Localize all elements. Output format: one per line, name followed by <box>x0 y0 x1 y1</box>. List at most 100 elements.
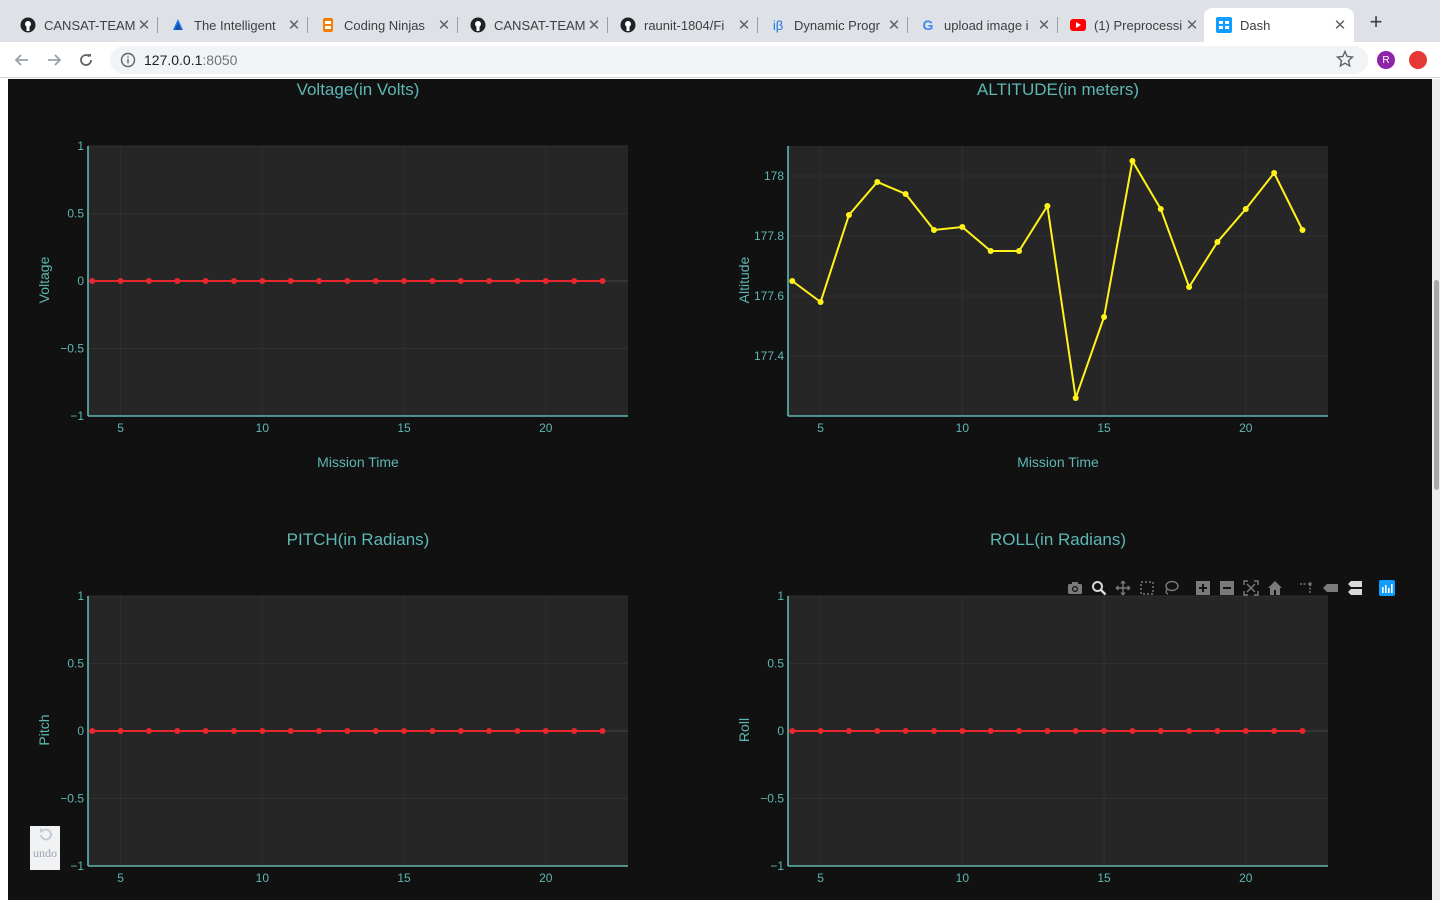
data-point[interactable] <box>117 728 124 734</box>
data-point[interactable] <box>145 728 152 734</box>
profile-avatar[interactable]: R <box>1377 51 1395 69</box>
data-point[interactable] <box>987 248 994 254</box>
data-point[interactable] <box>542 728 549 734</box>
data-point[interactable] <box>230 728 237 734</box>
data-point[interactable] <box>89 278 96 284</box>
data-point[interactable] <box>789 278 796 284</box>
data-point[interactable] <box>1186 284 1193 290</box>
reset-axes-icon[interactable] <box>1266 579 1284 597</box>
data-point[interactable] <box>930 728 937 734</box>
data-point[interactable] <box>174 728 181 734</box>
browser-tab[interactable]: The Intelligent ✕ <box>158 8 308 42</box>
browser-tab[interactable]: iβ Dynamic Progr ✕ <box>758 8 908 42</box>
data-point[interactable] <box>599 728 606 734</box>
data-point[interactable] <box>1044 203 1051 209</box>
data-point[interactable] <box>874 179 881 185</box>
data-point[interactable] <box>174 278 181 284</box>
data-point[interactable] <box>1072 395 1079 401</box>
data-point[interactable] <box>987 728 994 734</box>
data-point[interactable] <box>259 728 266 734</box>
close-icon[interactable]: ✕ <box>437 17 451 34</box>
data-point[interactable] <box>486 278 493 284</box>
lasso-icon[interactable] <box>1162 579 1180 597</box>
data-point[interactable] <box>457 728 464 734</box>
data-point[interactable] <box>202 278 209 284</box>
browser-tab[interactable]: raunit-1804/Fi ✕ <box>608 8 758 42</box>
new-tab-button[interactable]: + <box>1369 9 1383 34</box>
data-point[interactable] <box>1214 239 1221 245</box>
zoom-in-icon[interactable] <box>1194 579 1212 597</box>
data-point[interactable] <box>486 728 493 734</box>
data-point[interactable] <box>145 278 152 284</box>
data-point[interactable] <box>902 191 909 197</box>
close-icon[interactable]: ✕ <box>887 17 901 34</box>
pan-icon[interactable] <box>1114 579 1132 597</box>
data-point[interactable] <box>202 728 209 734</box>
browser-tab[interactable]: Coding Ninjas ✕ <box>308 8 458 42</box>
data-point[interactable] <box>930 227 937 233</box>
spike-lines-icon[interactable] <box>1298 579 1316 597</box>
data-point[interactable] <box>344 728 351 734</box>
scrollbar-thumb[interactable] <box>1434 280 1439 490</box>
browser-tab[interactable]: CANSAT-TEAM ✕ <box>458 8 608 42</box>
data-point[interactable] <box>1186 728 1193 734</box>
data-point[interactable] <box>287 278 294 284</box>
zoom-out-icon[interactable] <box>1218 579 1236 597</box>
browser-tab[interactable]: G upload image i ✕ <box>908 8 1058 42</box>
autoscale-icon[interactable] <box>1242 579 1260 597</box>
data-point[interactable] <box>372 278 379 284</box>
data-point[interactable] <box>230 278 237 284</box>
data-point[interactable] <box>817 728 824 734</box>
data-point[interactable] <box>316 278 323 284</box>
browser-tab-active[interactable]: Dash ✕ <box>1204 8 1354 42</box>
data-point[interactable] <box>599 278 606 284</box>
close-icon[interactable]: ✕ <box>1333 17 1347 34</box>
close-icon[interactable]: ✕ <box>587 17 601 34</box>
bookmark-star-icon[interactable] <box>1335 49 1356 70</box>
forward-button[interactable] <box>44 50 64 70</box>
data-point[interactable] <box>874 728 881 734</box>
data-point[interactable] <box>1157 206 1164 212</box>
close-icon[interactable]: ✕ <box>1037 17 1051 34</box>
data-point[interactable] <box>1299 227 1306 233</box>
data-point[interactable] <box>1242 206 1249 212</box>
data-point[interactable] <box>902 728 909 734</box>
data-point[interactable] <box>845 212 852 218</box>
data-point[interactable] <box>401 278 408 284</box>
back-button[interactable] <box>12 50 32 70</box>
close-icon[interactable]: ✕ <box>1185 17 1199 34</box>
data-point[interactable] <box>571 278 578 284</box>
data-point[interactable] <box>1101 314 1108 320</box>
data-point[interactable] <box>1157 728 1164 734</box>
info-icon[interactable] <box>120 52 136 68</box>
data-point[interactable] <box>1016 248 1023 254</box>
data-point[interactable] <box>89 728 96 734</box>
data-point[interactable] <box>259 278 266 284</box>
hover-compare-icon[interactable] <box>1346 579 1364 597</box>
close-icon[interactable]: ✕ <box>287 17 301 34</box>
data-point[interactable] <box>1299 728 1306 734</box>
data-point[interactable] <box>372 728 379 734</box>
data-point[interactable] <box>1044 728 1051 734</box>
browser-tab[interactable]: (1) Preprocessi ✕ <box>1058 8 1206 42</box>
reload-button[interactable] <box>76 50 96 70</box>
close-icon[interactable]: ✕ <box>737 17 751 34</box>
data-point[interactable] <box>429 278 436 284</box>
data-point[interactable] <box>514 278 521 284</box>
data-point[interactable] <box>514 728 521 734</box>
data-point[interactable] <box>789 728 796 734</box>
data-point[interactable] <box>1101 728 1108 734</box>
data-point[interactable] <box>817 299 824 305</box>
data-point[interactable] <box>959 728 966 734</box>
data-point[interactable] <box>1271 170 1278 176</box>
data-point[interactable] <box>1242 728 1249 734</box>
camera-icon[interactable] <box>1066 579 1084 597</box>
data-point[interactable] <box>429 728 436 734</box>
data-point[interactable] <box>1016 728 1023 734</box>
data-point[interactable] <box>959 224 966 230</box>
data-point[interactable] <box>542 278 549 284</box>
browser-tab[interactable]: CANSAT-TEAM ✕ <box>8 8 158 42</box>
plotly-logo-icon[interactable] <box>1378 579 1396 597</box>
hover-closest-icon[interactable] <box>1322 579 1340 597</box>
data-point[interactable] <box>401 728 408 734</box>
